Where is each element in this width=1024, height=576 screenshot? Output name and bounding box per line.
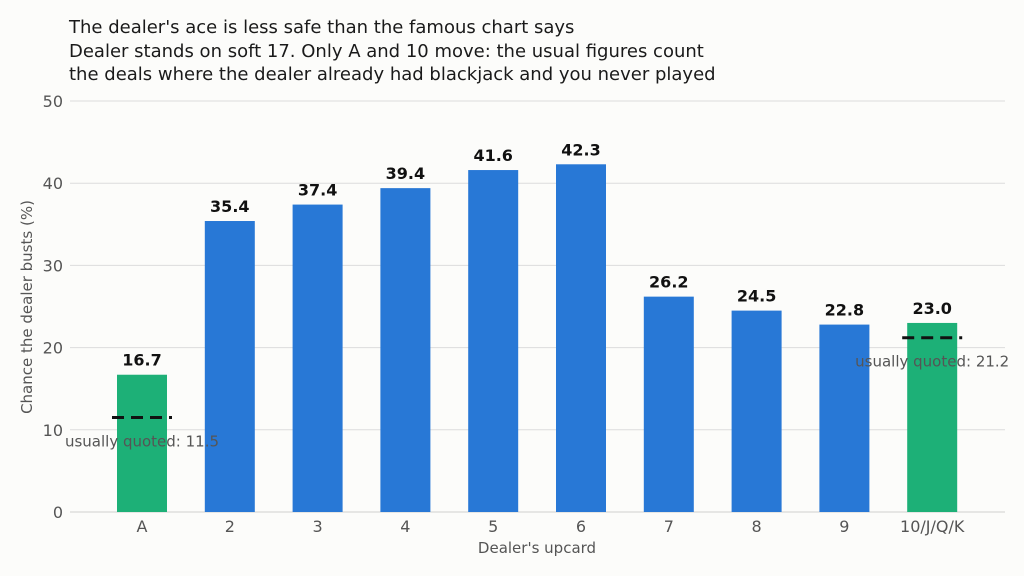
- bar-6: [556, 164, 606, 512]
- value-labels: 16.7 35.4 37.4 39.4 41.6 42.3 26.2 24.5 22.8 23.0: [122, 140, 952, 369]
- x-tick-label: 5: [488, 517, 498, 536]
- x-tick-label: 3: [313, 517, 323, 536]
- x-tick-label: 4: [400, 517, 410, 536]
- y-tick-label: 30: [43, 256, 63, 275]
- value-label: 42.3: [561, 140, 600, 159]
- bars: [117, 164, 958, 512]
- x-axis-ticks: A 2 3 4 5 6 7 8 9 10/J/Q/K: [137, 517, 965, 536]
- bar-10-J-Q-K: [907, 322, 958, 512]
- value-label: 41.6: [473, 146, 512, 165]
- x-axis-label: Dealer's upcard: [478, 539, 596, 557]
- y-tick-label: 10: [43, 421, 63, 440]
- chart-title: The dealer's ace is less safe than the f…: [68, 17, 716, 85]
- bar-2: [204, 221, 255, 512]
- x-tick-label: 9: [839, 517, 849, 536]
- value-label: 22.8: [825, 301, 864, 320]
- bar-4: [380, 188, 431, 512]
- x-tick-label: 8: [752, 517, 762, 536]
- y-tick-label: 20: [43, 339, 63, 358]
- reference-label: usually quoted: 11.5: [65, 432, 219, 450]
- title-line-2: Dealer stands on soft 17. Only A and 10 …: [69, 41, 704, 62]
- bar-A: [117, 374, 167, 512]
- bar-8: [731, 310, 782, 512]
- x-tick-label: 7: [664, 517, 674, 536]
- x-tick-label: 10/J/Q/K: [900, 517, 965, 536]
- title-line-1: The dealer's ace is less safe than the f…: [68, 17, 574, 38]
- bar-7: [643, 296, 694, 512]
- value-label: 37.4: [298, 181, 337, 200]
- y-axis-ticks: 0 10 20 30 40 50: [43, 92, 63, 522]
- bar-9: [819, 324, 870, 512]
- value-label: 16.7: [122, 351, 161, 370]
- y-tick-label: 40: [43, 174, 63, 193]
- annotations: usually quoted: 11.5 usually quoted: 21.2: [65, 336, 1009, 450]
- value-label: 26.2: [649, 273, 688, 292]
- value-label: 24.5: [737, 287, 776, 306]
- y-tick-label: 50: [43, 92, 63, 111]
- value-label: 35.4: [210, 197, 249, 216]
- bar-5: [468, 170, 519, 512]
- reference-label: usually quoted: 21.2: [855, 353, 1009, 371]
- x-tick-label: A: [137, 517, 148, 536]
- title-line-3: the deals where the dealer already had b…: [69, 64, 716, 85]
- bar-3: [292, 204, 343, 512]
- x-tick-label: 2: [225, 517, 235, 536]
- x-tick-label: 6: [576, 517, 586, 536]
- value-label: 23.0: [912, 299, 951, 318]
- y-tick-label: 0: [53, 503, 63, 522]
- value-label: 39.4: [386, 164, 425, 183]
- y-axis-label: Chance the dealer busts (%): [18, 200, 36, 414]
